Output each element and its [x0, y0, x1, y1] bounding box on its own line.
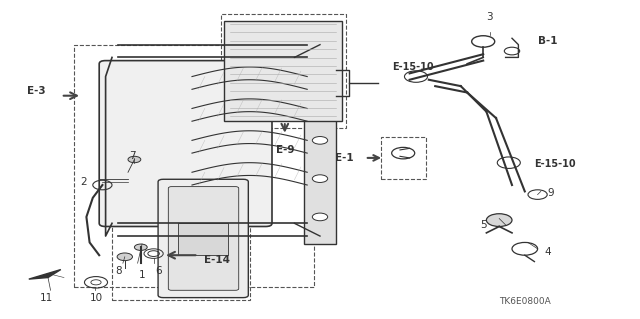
Bar: [74, 45, 314, 287]
Text: 6: 6: [156, 266, 162, 276]
FancyBboxPatch shape: [158, 179, 248, 298]
Text: 11: 11: [40, 293, 53, 303]
Circle shape: [117, 253, 132, 261]
Circle shape: [486, 214, 512, 226]
Text: E-15-10: E-15-10: [534, 159, 576, 169]
Circle shape: [312, 98, 328, 106]
Text: 5: 5: [480, 220, 486, 230]
Circle shape: [312, 60, 328, 68]
Circle shape: [312, 175, 328, 182]
Bar: [221, 14, 346, 128]
Text: 9: 9: [547, 188, 554, 198]
Text: E-9: E-9: [276, 145, 294, 155]
Bar: [381, 137, 426, 179]
Text: E-15-10: E-15-10: [392, 62, 433, 72]
FancyBboxPatch shape: [224, 21, 342, 121]
Text: 1: 1: [139, 270, 145, 279]
Circle shape: [312, 213, 328, 221]
Text: 2: 2: [80, 177, 86, 187]
Text: 10: 10: [90, 293, 102, 303]
Circle shape: [312, 137, 328, 144]
Text: E-14: E-14: [204, 255, 230, 265]
Bar: [112, 172, 250, 300]
Text: 8: 8: [116, 266, 122, 276]
Polygon shape: [29, 270, 61, 279]
Circle shape: [128, 156, 141, 163]
FancyBboxPatch shape: [168, 187, 239, 290]
FancyBboxPatch shape: [304, 37, 336, 244]
Text: TK6E0800A: TK6E0800A: [499, 297, 550, 306]
Text: 7: 7: [129, 151, 136, 161]
Text: 4: 4: [544, 247, 550, 257]
Bar: [178, 223, 228, 255]
Text: B-1: B-1: [538, 36, 557, 47]
Text: E-3: E-3: [28, 86, 46, 96]
FancyBboxPatch shape: [99, 61, 272, 226]
Circle shape: [134, 244, 147, 250]
Text: 3: 3: [486, 12, 493, 22]
Text: E-1: E-1: [335, 153, 354, 163]
